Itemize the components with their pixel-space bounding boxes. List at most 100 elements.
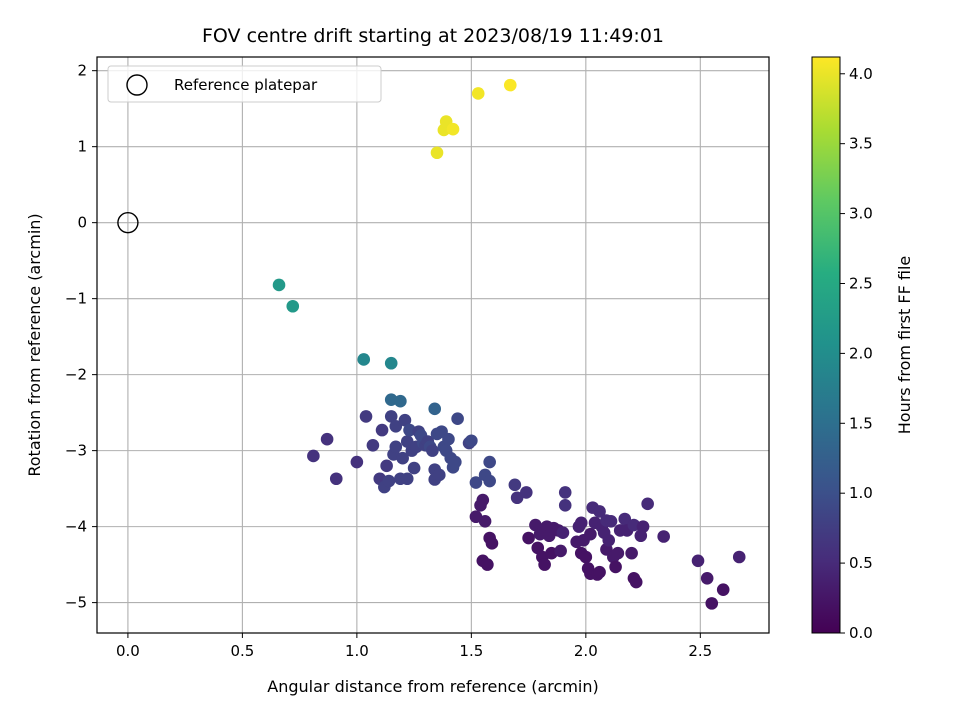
data-point xyxy=(426,444,439,457)
x-tick-label: 0.0 xyxy=(116,642,140,660)
colorbar-tick-label: 4.0 xyxy=(849,65,873,83)
colorbar-ticks: 0.0 0.5 1.0 1.5 2.0 2.5 3.0 3.5 4.0 xyxy=(840,65,873,642)
y-axis-ticks: −5 −4 −3 −2 −1 0 1 2 xyxy=(65,62,97,612)
data-point xyxy=(593,565,606,579)
x-axis-ticks: 0.0 0.5 1.0 1.5 2.0 2.5 xyxy=(116,633,712,660)
data-point xyxy=(442,432,455,446)
data-point xyxy=(432,468,446,482)
data-point xyxy=(579,550,593,564)
data-point xyxy=(481,558,494,571)
y-tick-label: 2 xyxy=(77,62,87,80)
data-point xyxy=(556,526,570,539)
data-point xyxy=(389,440,403,454)
colorbar-tick-label: 0.0 xyxy=(849,624,873,642)
data-point xyxy=(483,474,496,488)
data-point xyxy=(485,537,499,550)
data-point xyxy=(625,546,638,560)
data-point xyxy=(705,597,719,610)
colorbar-tick-label: 0.5 xyxy=(849,554,873,572)
colorbar-tick-label: 3.5 xyxy=(849,135,873,153)
data-point xyxy=(375,423,389,437)
data-point xyxy=(522,531,535,545)
legend: Reference platepar xyxy=(107,65,382,103)
data-point xyxy=(609,560,622,574)
data-point xyxy=(510,491,524,505)
data-point xyxy=(446,122,460,136)
data-point xyxy=(380,459,393,473)
x-tick-label: 2.0 xyxy=(574,642,598,660)
data-point xyxy=(691,554,705,568)
data-point xyxy=(508,478,522,492)
y-tick-label: −5 xyxy=(65,594,87,612)
data-point xyxy=(593,505,606,518)
data-point xyxy=(400,472,414,486)
chart-title: FOV centre drift starting at 2023/08/19 … xyxy=(202,25,664,47)
x-tick-label: 1.5 xyxy=(459,642,483,660)
reference-platepar-marker xyxy=(117,211,139,234)
data-point xyxy=(629,575,643,589)
data-point xyxy=(554,544,567,558)
data-point xyxy=(272,278,286,292)
colorbar-tick-label: 2.0 xyxy=(849,344,873,362)
x-axis-label: Angular distance from reference (arcmin) xyxy=(267,677,598,696)
data-point xyxy=(430,146,444,160)
colorbar-label: Hours from first FF file xyxy=(895,256,914,435)
data-point xyxy=(451,412,464,426)
data-point xyxy=(636,520,650,533)
colorbar-tick-label: 1.5 xyxy=(849,414,873,432)
data-point xyxy=(394,394,407,408)
data-point xyxy=(428,402,442,416)
data-point xyxy=(382,474,396,488)
data-point xyxy=(389,420,403,433)
data-point xyxy=(584,527,597,541)
data-point xyxy=(359,410,373,423)
data-point xyxy=(350,455,364,469)
data-point xyxy=(558,486,572,499)
y-tick-label: −1 xyxy=(65,290,87,308)
y-tick-label: 0 xyxy=(77,214,87,232)
data-point xyxy=(307,449,320,463)
data-point xyxy=(320,432,334,446)
data-point xyxy=(657,530,670,543)
data-point xyxy=(611,546,625,560)
colorbar-tick-label: 1.0 xyxy=(849,484,873,502)
colorbar-tick-label: 2.5 xyxy=(849,274,873,292)
y-tick-label: 1 xyxy=(77,138,87,156)
data-point xyxy=(366,439,380,452)
data-point xyxy=(538,558,551,571)
data-point xyxy=(396,451,409,465)
data-point xyxy=(384,356,398,370)
data-point xyxy=(471,87,485,100)
data-point xyxy=(602,533,616,547)
data-point xyxy=(357,353,371,366)
data-point xyxy=(469,476,483,489)
data-point xyxy=(286,299,300,313)
data-point xyxy=(732,550,746,564)
data-point xyxy=(618,512,632,526)
data-point xyxy=(604,514,618,528)
legend-box xyxy=(107,65,382,103)
colorbar: 0.0 0.5 1.0 1.5 2.0 2.5 3.0 3.5 4.0 Hours from f… xyxy=(811,56,914,642)
data-point xyxy=(478,514,492,528)
data-point xyxy=(384,410,398,423)
data-point xyxy=(641,497,654,511)
data-point xyxy=(398,413,412,427)
data-points xyxy=(117,78,746,610)
legend-marker-reference xyxy=(126,74,148,96)
data-point xyxy=(329,472,343,486)
data-point xyxy=(700,571,714,585)
y-tick-label: −3 xyxy=(65,442,87,460)
data-point xyxy=(574,516,588,530)
data-point xyxy=(483,455,496,469)
grid-lines xyxy=(97,57,769,633)
data-point xyxy=(476,493,490,507)
y-tick-label: −2 xyxy=(65,366,87,384)
x-tick-label: 0.5 xyxy=(230,642,254,660)
colorbar-gradient xyxy=(811,56,841,634)
x-tick-label: 1.0 xyxy=(345,642,369,660)
data-point xyxy=(716,583,730,596)
plot-frame xyxy=(96,56,770,634)
x-tick-label: 2.5 xyxy=(688,642,712,660)
data-point xyxy=(449,455,462,469)
